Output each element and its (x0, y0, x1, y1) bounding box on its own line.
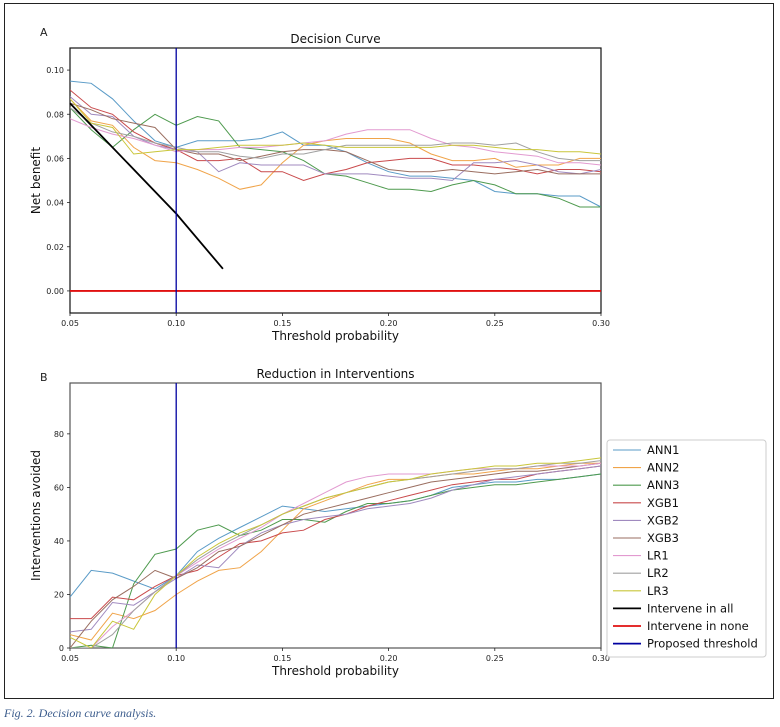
legend-label-xgb2: XGB2 (647, 513, 679, 527)
panel-a-series-ann3 (70, 107, 601, 208)
panel-b-series-xgb1 (70, 465, 601, 620)
panel-a-series-lr1 (70, 118, 601, 166)
panel-a-ytick-label: 0.08 (46, 110, 64, 119)
panel-a-series-ann1 (70, 80, 601, 208)
figure-canvas: A Decision Curve 0.05 0.10 0.15 0.20 0.25 0.30 0… (29, 26, 767, 678)
panel-b-xtick-label: 0.25 (486, 654, 504, 663)
panel-a-ytick-label: 0.06 (46, 154, 64, 163)
panel-a-xtick-label: 0.20 (380, 319, 398, 328)
legend-label-lr1: LR1 (647, 549, 669, 563)
panel-b-xtick-label: 0.05 (61, 654, 79, 663)
panel-b-ytick-label: 40 (54, 537, 64, 546)
panel-a-xaxis-label: Threshold probability (271, 329, 399, 343)
panel-a-ytick-label: 0.04 (46, 199, 64, 208)
panel-b-series-lr3 (70, 457, 601, 648)
panel-a-series-xgb3 (70, 102, 601, 175)
panel-a-plot-frame (69, 47, 602, 314)
panel-a-series-lr2 (70, 107, 601, 162)
panel-b-ytick-label: 80 (54, 430, 64, 439)
panel-a-yaxis-label: Net benefit (29, 147, 43, 214)
panel-b-ytick-label: 20 (54, 590, 64, 599)
panel-a-xtick-label: 0.25 (486, 319, 504, 328)
legend-label-lr3: LR3 (647, 584, 669, 598)
panel-b-ytick-label: 60 (54, 483, 64, 492)
legend-label-xgb3: XGB3 (647, 531, 679, 545)
panel-a-label: A (40, 26, 48, 39)
panel-a-xtick-label: 0.15 (273, 319, 291, 328)
panel-a-ytick-label: 0.00 (46, 287, 64, 296)
panel-b-series-ann2 (70, 462, 601, 641)
panel-b-label: B (40, 371, 48, 384)
panel-a-ytick-label: 0.10 (46, 66, 64, 75)
panel-a-xtick-label: 0.30 (592, 319, 610, 328)
panel-b-series-ann3 (70, 473, 601, 648)
panel-b-xtick-label: 0.30 (592, 654, 610, 663)
panel-b-xaxis-label: Threshold probability (271, 664, 399, 678)
panel-a-xtick-label: 0.05 (61, 319, 79, 328)
panel-b-series-xgb3 (70, 462, 601, 648)
legend-label-intervene-in-none: Intervene in none (647, 619, 749, 633)
panel-b-series-ann1 (70, 473, 601, 598)
legend-label-ann1: ANN1 (647, 443, 679, 457)
panel-a-xtick-label: 0.10 (167, 319, 185, 328)
panel-b-xtick-label: 0.20 (380, 654, 398, 663)
panel-a-intervene-all-line (69, 102, 224, 270)
panel-b-series-lr1 (70, 462, 601, 648)
panel-b-xtick-label: 0.10 (167, 654, 185, 663)
panel-a-series-lr3 (70, 98, 601, 155)
legend-label-xgb1: XGB1 (647, 496, 679, 510)
legend-label-lr2: LR2 (647, 566, 669, 580)
panel-a-series-ann2 (70, 98, 601, 190)
legend-box (606, 439, 767, 658)
panel-b-series-lr2 (70, 460, 601, 648)
legend-label-ann3: ANN3 (647, 478, 679, 492)
legend-label-proposed-threshold: Proposed threshold (647, 637, 758, 651)
panel-b-xtick-label: 0.15 (273, 654, 291, 663)
legend-label-intervene-in-all: Intervene in all (647, 601, 733, 615)
legend-label-ann2: ANN2 (647, 461, 679, 475)
panel-b-yaxis-label: Interventions avoided (29, 450, 43, 581)
panel-b-ytick-label: 0 (59, 644, 64, 653)
panel-b-title: Reduction in Interventions (256, 367, 414, 381)
panel-a-title: Decision Curve (290, 32, 380, 46)
panel-a-series-xgb2 (70, 96, 601, 182)
figure-caption: Fig. 2. Decision curve analysis. (4, 706, 157, 720)
panel-b-series-xgb2 (70, 465, 601, 633)
panel-b-plot-frame (69, 382, 602, 649)
panel-a-ytick-label: 0.02 (46, 243, 64, 252)
